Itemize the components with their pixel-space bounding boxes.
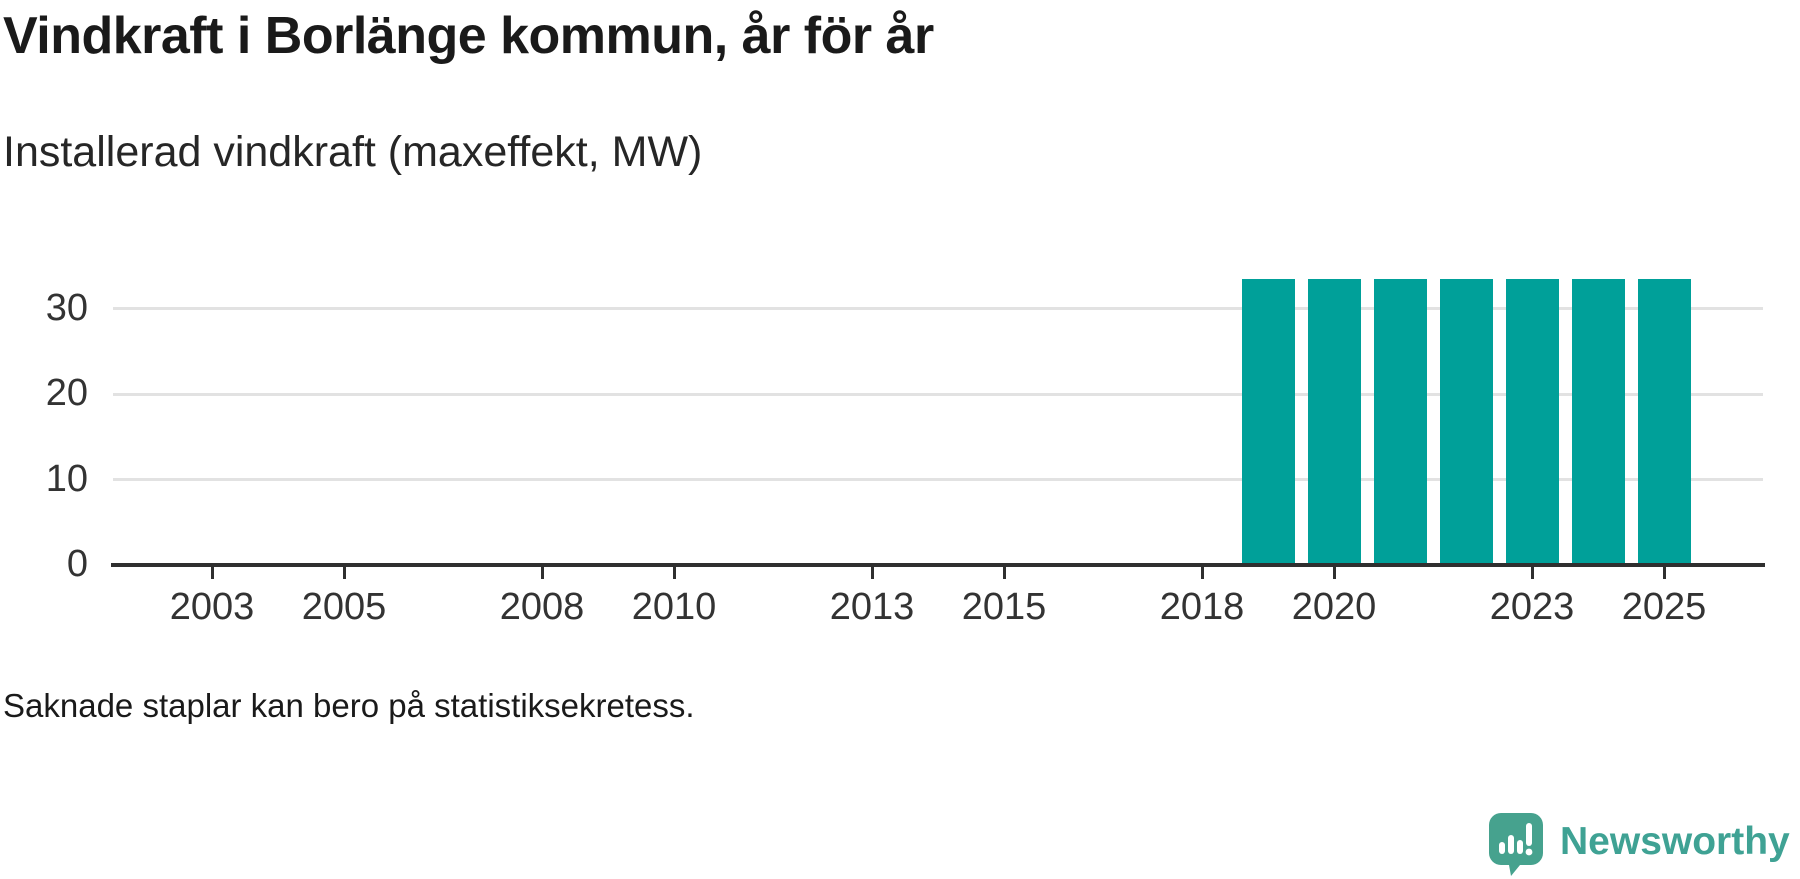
bar-2025 [1637, 278, 1691, 563]
bar-2021 [1373, 278, 1427, 563]
bar-2020 [1307, 278, 1361, 563]
x-axis-tick-2003 [210, 565, 214, 579]
x-axis-tick-2015 [1002, 565, 1006, 579]
x-axis-tick-label: 2003 [169, 586, 255, 628]
y-axis-tick-label: 0 [66, 543, 88, 585]
y-gridline-20 [113, 392, 1763, 396]
bar-2019 [1241, 278, 1295, 563]
x-axis-tick-label: 2023 [1489, 586, 1575, 628]
x-axis-tick-label: 2008 [499, 586, 585, 628]
x-axis-tick-2025 [1662, 565, 1666, 579]
newsworthy-wordmark: Newsworthy [1560, 820, 1790, 863]
chart-title: Vindkraft i Borlänge kommun, år för år [3, 7, 934, 65]
y-axis-tick-label: 20 [45, 372, 88, 414]
x-axis-tick-2018 [1200, 565, 1204, 579]
newsworthy-speech-bubble-bar-chart-icon [1488, 812, 1544, 879]
x-axis-tick-label: 2010 [631, 586, 717, 628]
x-axis-tick-label: 2018 [1159, 586, 1245, 628]
x-axis-tick-2023 [1530, 565, 1534, 579]
x-axis-tick-2020 [1332, 565, 1336, 579]
bar-2024 [1571, 278, 1625, 563]
x-axis-tick-2005 [342, 565, 346, 579]
newsworthy-logo: Newsworthy [1488, 812, 1790, 879]
x-axis-tick-label: 2025 [1621, 586, 1707, 628]
y-axis-tick-label: 10 [45, 457, 88, 500]
bar-2023 [1505, 278, 1559, 563]
chart-subtitle: Installerad vindkraft (maxeffekt, MW) [3, 128, 703, 176]
bar-2022 [1439, 278, 1493, 563]
y-gridline-30 [113, 307, 1763, 310]
x-axis-tick-2013 [870, 565, 874, 579]
x-axis-tick-2008 [540, 565, 544, 579]
y-axis-tick-label: 30 [45, 286, 88, 329]
y-gridline-10 [113, 478, 1763, 481]
x-axis-tick-label: 2013 [829, 586, 915, 628]
x-axis-tick-label: 2015 [961, 586, 1047, 628]
chart-footnote: Saknade staplar kan bero på statistiksek… [3, 687, 695, 724]
x-axis-tick-label: 2005 [301, 586, 387, 628]
x-axis-tick-label: 2020 [1291, 586, 1377, 628]
x-axis-tick-2010 [672, 565, 676, 579]
x-axis-line [111, 563, 1765, 567]
